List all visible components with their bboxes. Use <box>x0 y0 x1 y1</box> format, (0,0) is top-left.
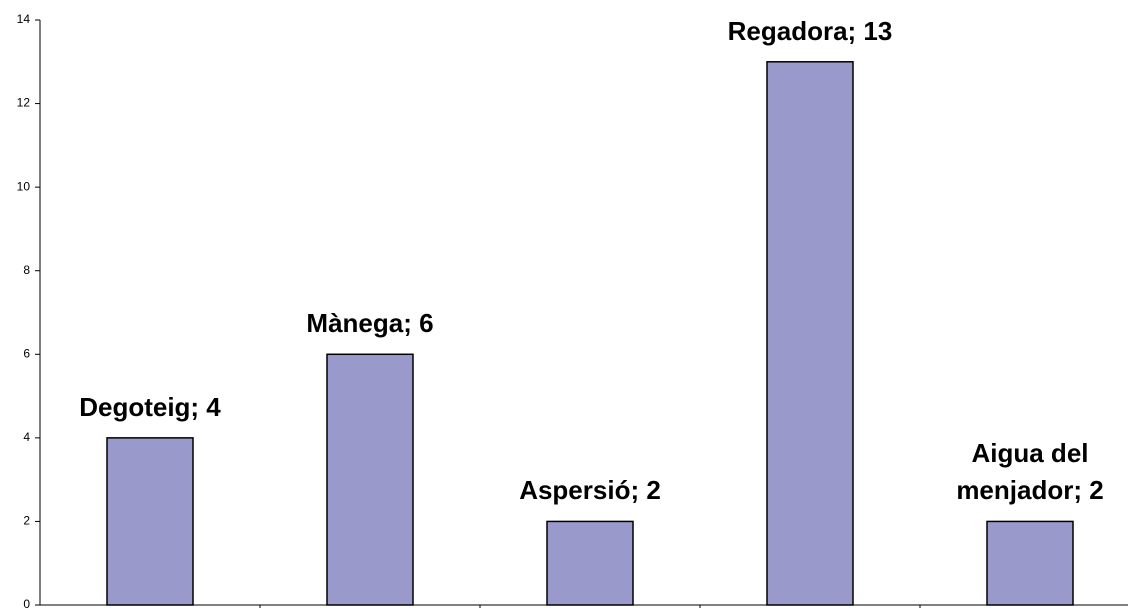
bar <box>546 520 634 606</box>
value-label: Aspersió; 2 <box>519 475 661 506</box>
y-tick-label: 14 <box>17 12 31 26</box>
y-tick-label: 0 <box>23 597 30 608</box>
value-label: Degoteig; 4 <box>79 391 221 422</box>
value-label: Mànega; 6 <box>306 308 434 339</box>
bar <box>986 520 1074 606</box>
y-tick-label: 10 <box>17 179 31 193</box>
y-tick-label: 4 <box>23 430 30 444</box>
bar <box>766 61 854 606</box>
y-tick-label: 6 <box>23 346 30 360</box>
bar <box>106 437 194 606</box>
y-tick-label: 2 <box>23 514 30 528</box>
value-label: Aigua del menjador; 2 <box>956 438 1104 506</box>
y-tick-label: 8 <box>23 263 30 277</box>
bar <box>326 353 414 606</box>
y-tick-label: 12 <box>17 96 31 110</box>
value-label: Regadora; 13 <box>727 15 893 46</box>
